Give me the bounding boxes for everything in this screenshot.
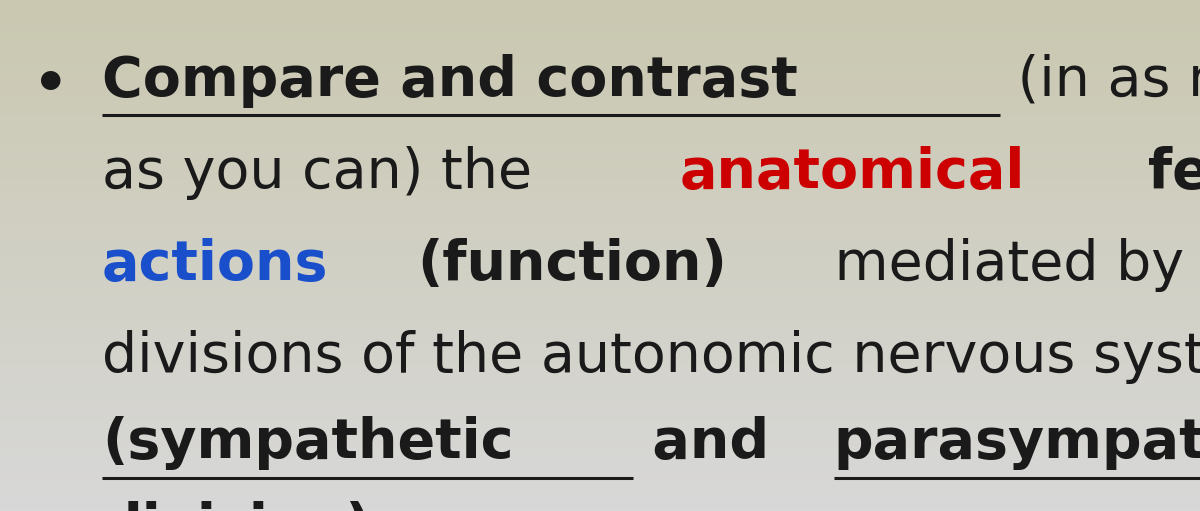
Text: (in as much detail: (in as much detail — [1000, 54, 1200, 108]
Text: features: features — [1148, 146, 1200, 200]
Text: •: • — [32, 59, 68, 113]
Text: divisions of the autonomic nervous system: divisions of the autonomic nervous syste… — [102, 330, 1200, 384]
Text: division).: division). — [102, 501, 392, 511]
Text: parasympathetic: parasympathetic — [834, 416, 1200, 471]
Text: and: and — [632, 416, 788, 471]
Text: Compare and contrast: Compare and contrast — [102, 54, 798, 108]
Text: mediated by two: mediated by two — [817, 238, 1200, 292]
Text: (sympathetic: (sympathetic — [102, 416, 514, 471]
Text: actions: actions — [102, 238, 329, 292]
Text: (function): (function) — [418, 238, 727, 292]
Text: as you can) the: as you can) the — [102, 146, 550, 200]
Text: anatomical: anatomical — [679, 146, 1025, 200]
